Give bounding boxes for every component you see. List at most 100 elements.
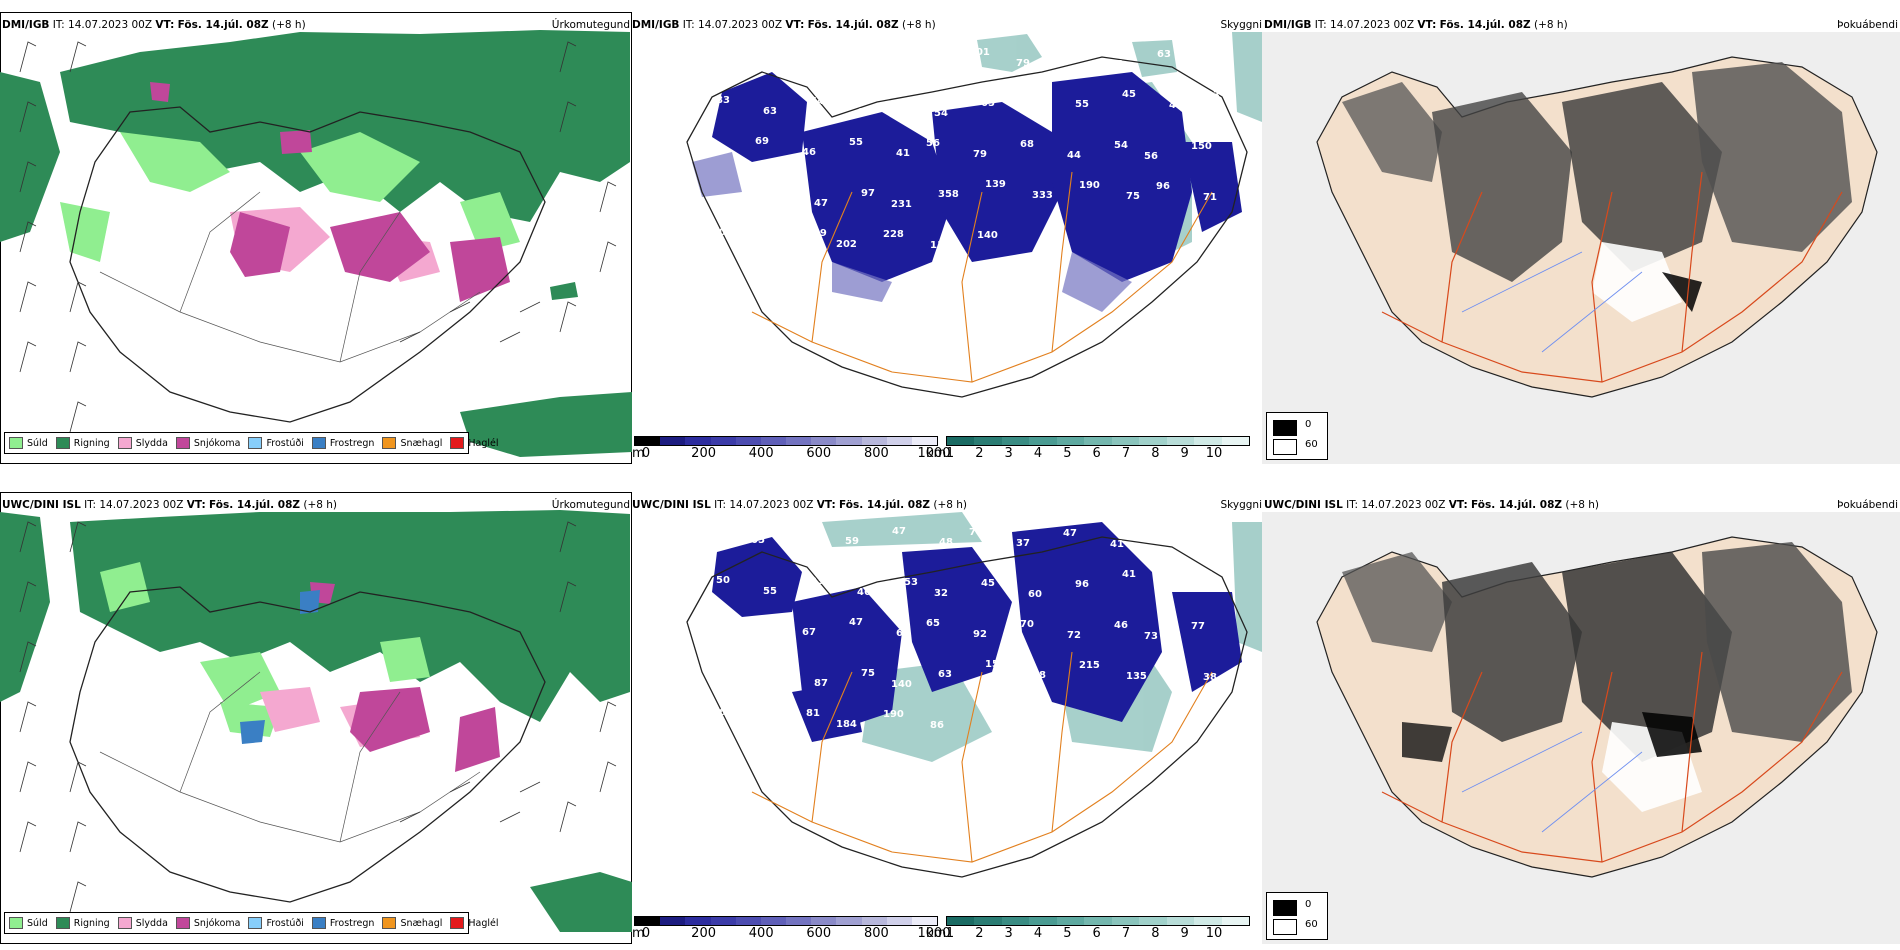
precip-type-map-row2 [0, 492, 632, 944]
ceiling-visibility-panel-row2: 90 65 60 59 47 48 74 37 47 41 46 45 50 55 93 46 53 32 45 60… [632, 492, 1262, 944]
colorbar-step [786, 917, 812, 925]
model-name: DMI/IGB [1264, 19, 1312, 31]
panel-title-precip-type: Úrkomutegund [551, 499, 630, 511]
legend-swatch [450, 437, 465, 449]
colorbar-tick: 200 [691, 446, 717, 461]
legend-swatch [117, 437, 132, 449]
init-time-label: IT: [1314, 19, 1327, 31]
colorbar-tick: 3 [1004, 446, 1013, 461]
freezing-rain-area [240, 590, 320, 744]
colorbar-step [1001, 437, 1030, 445]
ceiling-peak-label: 184 [836, 719, 857, 730]
legend-label: Snjókoma [193, 437, 241, 449]
drizzle-area [60, 132, 520, 262]
ceiling-peak-label: 47 [814, 198, 828, 209]
ceiling-peak-label: 65 [981, 98, 995, 109]
ceiling-peak-label: 32 [934, 588, 948, 599]
colorbar-step [947, 917, 975, 925]
colorbar-step [1139, 437, 1167, 445]
visibility-colorbar-row1: km 1 2 3 4 5 6 7 8 9 10 [926, 436, 1254, 461]
ceiling-peak-label: 110 [930, 240, 951, 251]
ceiling-peak-label: 65 [926, 618, 940, 629]
ceiling-peak-label: 49 [1028, 109, 1042, 120]
ceiling-peak-label: 53 [904, 577, 918, 588]
legend-item-snæhagl: Snæhagl [382, 437, 442, 449]
valid-time: Fös. 14.júl. 08Z [807, 19, 899, 31]
ceiling-peak-label: 86 [759, 238, 773, 249]
fog-legend-high: 60 [1305, 439, 1318, 450]
colorbar-step [1084, 917, 1112, 925]
ceiling-peak-label: 73 [1144, 631, 1158, 642]
legend-label: Rigning [73, 917, 110, 929]
colorbar-tick: 6 [1092, 446, 1101, 461]
init-time: 14.07.2023 00Z [99, 499, 184, 511]
model-name: UWC/DINI ISL [2, 499, 81, 511]
colorbar-step [735, 437, 761, 445]
legend-label: Slydda [135, 437, 168, 449]
ceiling-peak-labels: 90 65 60 59 47 48 74 37 47 41 46 45 50 55 93 46 53 32 45 60… [704, 524, 1218, 731]
colorbar-tick: 400 [748, 446, 774, 461]
ceiling-peak-label: 54 [810, 96, 824, 107]
colorbar-step [660, 437, 686, 445]
ceiling-peak-label: 46 [1157, 529, 1171, 540]
ceiling-peak-label: 333 [1032, 190, 1053, 201]
fog-shading [1342, 542, 1852, 812]
ceiling-peak-label: 108 [704, 44, 725, 55]
legend-label: Snjókoma [193, 917, 241, 929]
colorbar-step [1194, 437, 1222, 445]
legend-swatch [450, 917, 465, 929]
legend-swatch [175, 917, 190, 929]
panel-header-row2-p3: UWC/DINI ISL IT: 14.07.2023 00Z VT: Fös.… [1264, 498, 1599, 512]
model-name: DMI/IGB [2, 19, 50, 31]
colorbar-tick: 1000 [917, 446, 951, 461]
fog-index-map-row1 [1262, 32, 1900, 464]
panel-title-fog-index: Þokuábendi [1837, 19, 1898, 31]
visibility-colorbar [946, 436, 1250, 446]
river-network [1461, 731, 1643, 833]
colorbar-step [1056, 437, 1085, 445]
panel-header-row2-p1: UWC/DINI ISL IT: 14.07.2023 00Z VT: Fös.… [2, 498, 337, 512]
legend-swatch [311, 917, 326, 929]
ceiling-peak-label: 55 [1075, 99, 1089, 110]
ceiling-peak-label: 60 [798, 525, 812, 536]
ceiling-unit: m [632, 446, 645, 461]
ceiling-peak-label: 41 [1122, 569, 1136, 580]
init-time: 14.07.2023 00Z [729, 499, 814, 511]
legend-swatch [9, 437, 23, 449]
panel-title-visibility: Skyggni [1220, 499, 1263, 511]
fog-legend-row1: 0 60 [1266, 412, 1328, 460]
valid-time: Fös. 14.júl. 08Z [839, 499, 930, 511]
colorbar-tick: 2 [975, 926, 984, 941]
panel-header-row2-p2: UWC/DINI ISL IT: 14.07.2023 00Z VT: Fös.… [632, 498, 967, 512]
legend-swatch [55, 917, 70, 929]
colorbar-step [786, 437, 812, 445]
model-name: UWC/DINI ISL [632, 499, 711, 511]
ceiling-peak-label: 47 [892, 526, 906, 537]
colorbar-tick: 0 [641, 446, 651, 461]
legend-label: Rigning [73, 437, 110, 449]
fog-index-panel-row1: DMI/IGB IT: 14.07.2023 00Z VT: Fös. 14.j… [1262, 12, 1900, 464]
visibility-colorbar [946, 916, 1250, 926]
ceiling-peak-label: 77 [1191, 621, 1205, 632]
iceland-coastline [69, 586, 546, 903]
ceiling-peak-label: 75 [861, 668, 875, 679]
legend-swatch [248, 437, 263, 449]
ceiling-peak-label: 215 [1079, 660, 1100, 671]
ceiling-peak-label: 66 [712, 707, 726, 718]
colorbar-step [1166, 437, 1195, 445]
colorbar-step [1056, 917, 1085, 925]
ceiling-peak-label: 71 [1110, 59, 1124, 70]
fog-legend-light-swatch [1273, 919, 1297, 935]
ceiling-peak-label: 55 [763, 586, 777, 597]
fog-legend-high: 60 [1305, 919, 1318, 930]
colorbar-step [1111, 437, 1140, 445]
legend-item-súld: Súld [9, 437, 48, 449]
init-time-label: IT: [84, 499, 97, 511]
precip-type-legend: Súld Rigning Slydda Snjókoma Frostúði Frostre… [4, 432, 499, 454]
colorbar-step [974, 437, 1002, 445]
ceiling-peak-label: 63 [938, 669, 952, 680]
precip-type-panel-row2: UWC/DINI ISL IT: 14.07.2023 00Z VT: Fös.… [0, 492, 632, 944]
colorbar-tick: 10 [1205, 446, 1223, 461]
colorbar-step [861, 917, 887, 925]
ceiling-peak-label: 56 [751, 55, 765, 66]
